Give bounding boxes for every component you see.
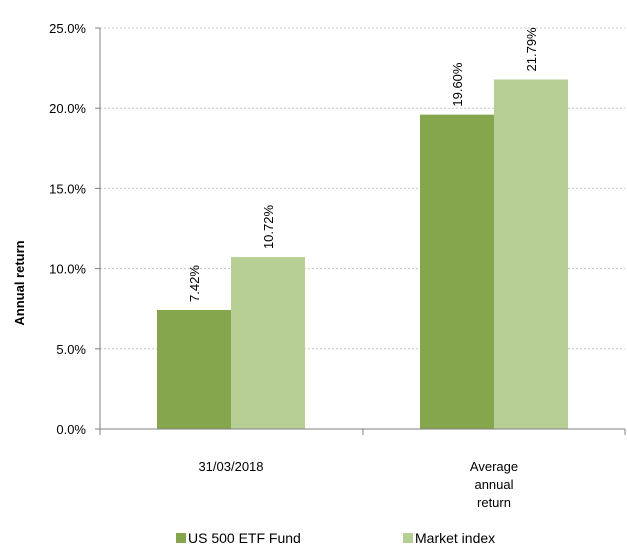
x-category-label: Average annual return: [470, 459, 518, 510]
y-tick-label: 20.0%: [49, 101, 86, 116]
data-label: 7.42%: [187, 265, 202, 302]
legend-swatch: [403, 533, 413, 543]
data-label: 19.60%: [450, 62, 465, 107]
y-axis-title: Annual return: [12, 240, 27, 325]
legend: US 500 ETF Fund Market index: [176, 530, 495, 546]
legend-label: US 500 ETF Fund: [188, 530, 301, 546]
data-label: 10.72%: [261, 205, 276, 250]
y-tick-label: 5.0%: [56, 342, 86, 357]
x-category-label-line: return: [477, 495, 511, 510]
x-category-label: 31/03/2018: [198, 459, 263, 474]
bars: [157, 79, 568, 429]
y-tick-label: 15.0%: [49, 181, 86, 196]
y-tick-label: 25.0%: [49, 21, 86, 36]
axes: 0.0% 5.0% 10.0% 15.0% 20.0% 25.0% 31/03/2018 Av…: [49, 21, 626, 510]
bar-us-500-etf-fund: [420, 114, 494, 429]
bar-market-index: [494, 79, 568, 429]
legend-label: Market index: [415, 530, 495, 546]
data-labels: 7.42% 19.60% 10.72% 21.79%: [187, 27, 539, 302]
bar-market-index: [231, 257, 305, 429]
x-category-label-line: Average: [470, 459, 518, 474]
y-tick-label: 0.0%: [56, 422, 86, 437]
bar-us-500-etf-fund: [157, 309, 231, 429]
x-category-label-line: annual: [474, 477, 513, 492]
x-category-label-line: 31/03/2018: [198, 459, 263, 474]
legend-swatch: [176, 533, 186, 543]
data-label: 21.79%: [524, 27, 539, 72]
y-tick-label: 10.0%: [49, 262, 86, 277]
